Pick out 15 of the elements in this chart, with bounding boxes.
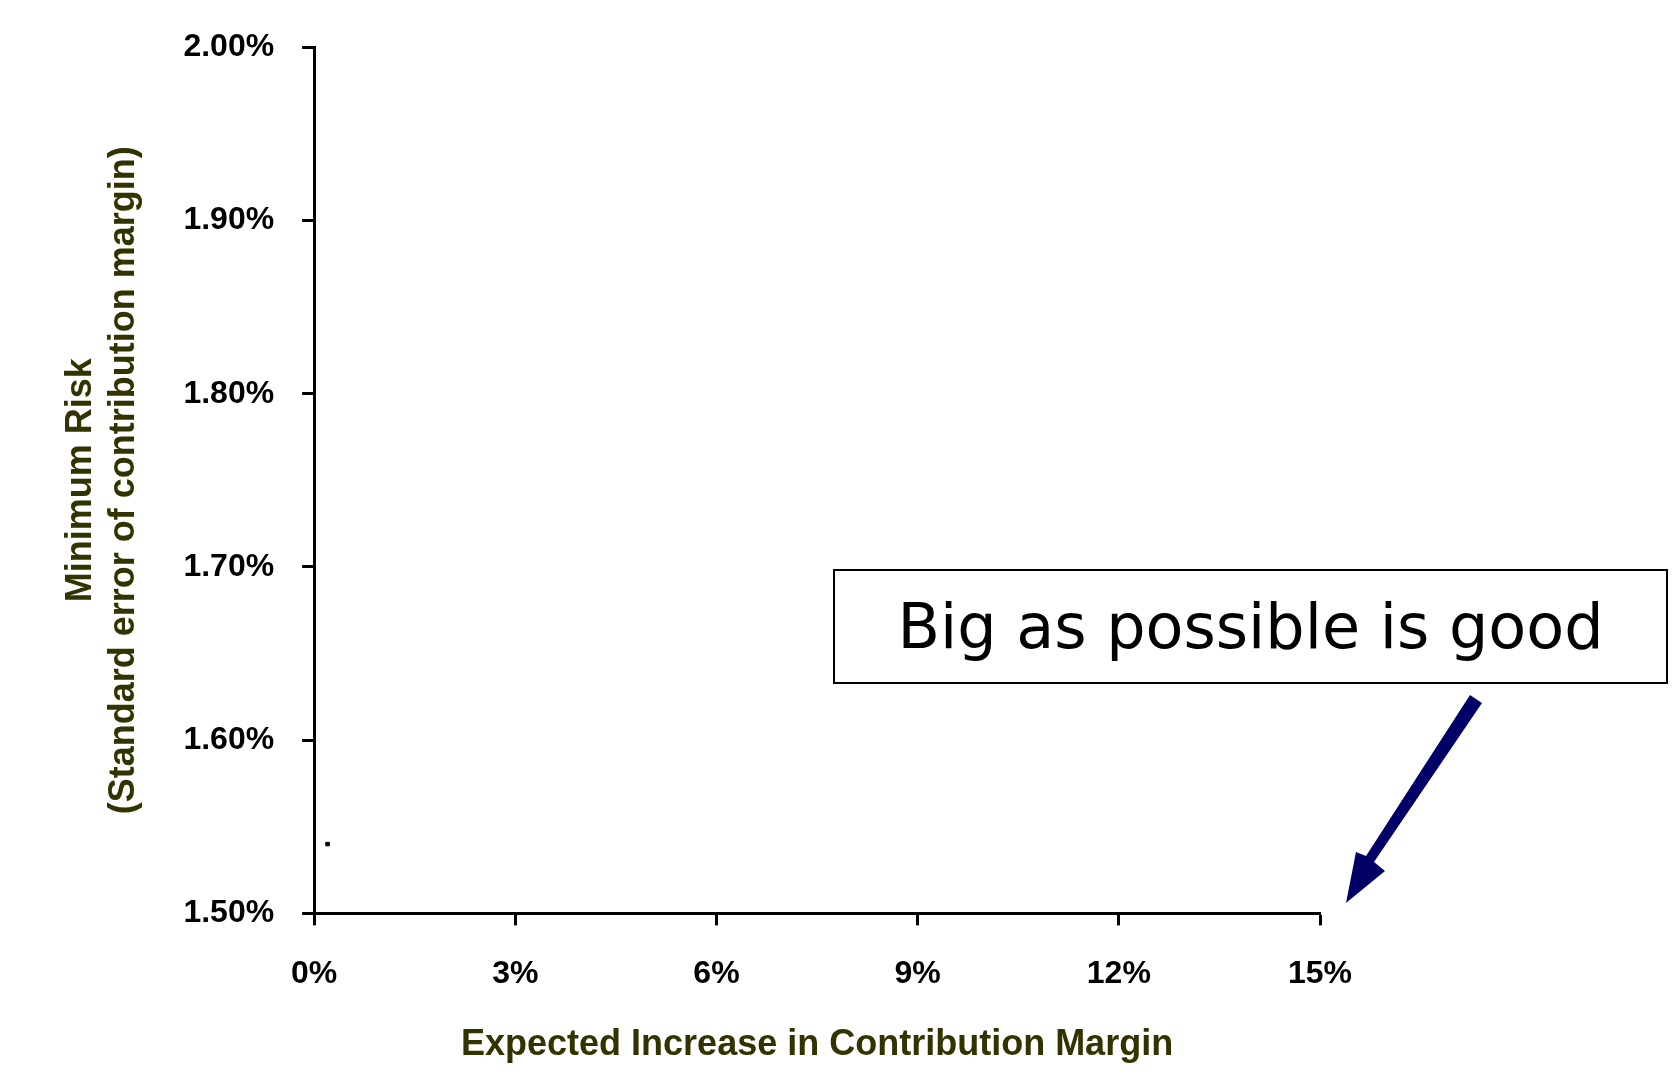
y-tick-label: 1.60% [183, 719, 275, 756]
x-tick-label: 9% [894, 954, 941, 991]
y-tick-label: 1.90% [183, 200, 275, 237]
x-tick-label: 6% [693, 954, 740, 991]
y-tick-label: 1.80% [183, 373, 275, 410]
y-tick-label: 2.00% [183, 27, 275, 64]
x-tick-label: 0% [291, 954, 338, 991]
y-tick-label: 1.50% [183, 893, 275, 930]
annotation: Big as possible is good [833, 569, 1668, 684]
y-axis-title: Minimum Risk (Standard error of contribution margin) [57, 146, 142, 815]
x-tick-label: 12% [1086, 954, 1151, 991]
x-tick-label: 3% [492, 954, 539, 991]
y-tick-label: 1.70% [183, 546, 275, 583]
x-tick-label: 15% [1287, 954, 1353, 991]
x-axis-title: Expected Increase in Contribution Margin [461, 1022, 1174, 1064]
